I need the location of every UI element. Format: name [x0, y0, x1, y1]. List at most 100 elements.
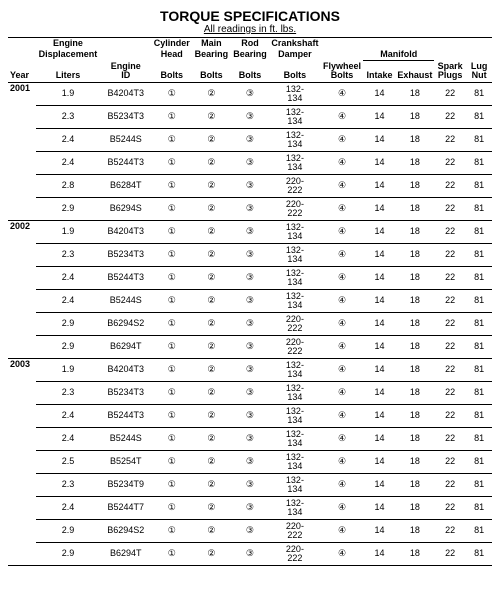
cell-sp: 22 — [434, 519, 466, 542]
cell-chb: ① — [151, 381, 192, 404]
cell-rbb: ③ — [231, 243, 270, 266]
cell-eid: B5244S — [100, 427, 151, 450]
cell-mi: 14 — [363, 496, 395, 519]
cell-lug: 81 — [466, 220, 492, 243]
cell-eid: B6284T — [100, 174, 151, 197]
cell-mi: 14 — [363, 519, 395, 542]
cell-rbb: ③ — [231, 496, 270, 519]
cell-disp: 2.8 — [36, 174, 100, 197]
cell-me: 18 — [396, 450, 435, 473]
year-cell: 2001 — [8, 82, 36, 220]
cell-lug: 81 — [466, 128, 492, 151]
cell-mi: 14 — [363, 82, 395, 105]
cell-chb: ① — [151, 174, 192, 197]
table-row: 2.9B6294S①②③220-222④14182281 — [8, 197, 492, 220]
cell-mbb: ② — [192, 289, 231, 312]
cell-disp: 2.4 — [36, 427, 100, 450]
cell-lug: 81 — [466, 243, 492, 266]
cell-mi: 14 — [363, 105, 395, 128]
cell-mbb: ② — [192, 266, 231, 289]
cell-fly: ④ — [321, 358, 364, 381]
cell-eid: B5244T3 — [100, 266, 151, 289]
col-mi: Intake — [363, 61, 395, 82]
cell-fly: ④ — [321, 243, 364, 266]
cell-cdb: 220-222 — [269, 174, 320, 197]
cell-eid: B6294S2 — [100, 519, 151, 542]
cell-lug: 81 — [466, 404, 492, 427]
cell-mi: 14 — [363, 335, 395, 358]
cell-disp: 2.3 — [36, 105, 100, 128]
cell-me: 18 — [396, 335, 435, 358]
cell-chb: ① — [151, 105, 192, 128]
cell-cdb: 132-134 — [269, 289, 320, 312]
cell-mbb: ② — [192, 496, 231, 519]
cell-me: 18 — [396, 427, 435, 450]
cell-cdb: 132-134 — [269, 473, 320, 496]
table-row: 2.5B5254T①②③132-134④14182281 — [8, 450, 492, 473]
cell-fly: ④ — [321, 519, 364, 542]
col-disp-l3: Liters — [36, 61, 100, 82]
col-sp: SparkPlugs — [434, 61, 466, 82]
cell-sp: 22 — [434, 266, 466, 289]
col-rbb-l3: Bolts — [231, 61, 270, 82]
table-body: 20011.9B4204T3①②③132-134④141822812.3B523… — [8, 82, 492, 565]
cell-mbb: ② — [192, 519, 231, 542]
cell-mbb: ② — [192, 82, 231, 105]
cell-fly: ④ — [321, 335, 364, 358]
cell-rbb: ③ — [231, 542, 270, 565]
cell-sp: 22 — [434, 174, 466, 197]
year-cell: 2003 — [8, 358, 36, 565]
col-disp-l1: Engine — [36, 38, 100, 50]
cell-rbb: ③ — [231, 450, 270, 473]
cell-me: 18 — [396, 174, 435, 197]
cell-eid: B6294T — [100, 335, 151, 358]
table-row: 2.4B5244T3①②③132-134④14182281 — [8, 266, 492, 289]
cell-mi: 14 — [363, 266, 395, 289]
cell-sp: 22 — [434, 450, 466, 473]
cell-fly: ④ — [321, 312, 364, 335]
cell-fly: ④ — [321, 496, 364, 519]
cell-mi: 14 — [363, 542, 395, 565]
cell-cdb: 132-134 — [269, 220, 320, 243]
cell-cdb: 132-134 — [269, 450, 320, 473]
cell-mbb: ② — [192, 128, 231, 151]
cell-lug: 81 — [466, 151, 492, 174]
cell-disp: 2.5 — [36, 450, 100, 473]
cell-cdb: 220-222 — [269, 519, 320, 542]
cell-cdb: 132-134 — [269, 128, 320, 151]
cell-sp: 22 — [434, 197, 466, 220]
cell-disp: 2.3 — [36, 243, 100, 266]
cell-mbb: ② — [192, 450, 231, 473]
cell-eid: B4204T3 — [100, 82, 151, 105]
cell-lug: 81 — [466, 197, 492, 220]
cell-lug: 81 — [466, 358, 492, 381]
cell-disp: 2.4 — [36, 151, 100, 174]
cell-rbb: ③ — [231, 381, 270, 404]
cell-eid: B5254T — [100, 450, 151, 473]
cell-rbb: ③ — [231, 358, 270, 381]
cell-rbb: ③ — [231, 312, 270, 335]
cell-mi: 14 — [363, 197, 395, 220]
cell-lug: 81 — [466, 82, 492, 105]
cell-rbb: ③ — [231, 82, 270, 105]
cell-sp: 22 — [434, 151, 466, 174]
cell-cdb: 132-134 — [269, 381, 320, 404]
cell-fly: ④ — [321, 82, 364, 105]
cell-sp: 22 — [434, 358, 466, 381]
cell-fly: ④ — [321, 450, 364, 473]
table-row: 2.9B6294S2①②③220-222④14182281 — [8, 519, 492, 542]
cell-mbb: ② — [192, 197, 231, 220]
table-row: 20021.9B4204T3①②③132-134④14182281 — [8, 220, 492, 243]
cell-mbb: ② — [192, 404, 231, 427]
cell-rbb: ③ — [231, 174, 270, 197]
cell-disp: 2.3 — [36, 473, 100, 496]
cell-mi: 14 — [363, 473, 395, 496]
cell-cdb: 220-222 — [269, 335, 320, 358]
cell-rbb: ③ — [231, 289, 270, 312]
cell-lug: 81 — [466, 335, 492, 358]
cell-eid: B4204T3 — [100, 358, 151, 381]
cell-mbb: ② — [192, 312, 231, 335]
cell-eid: B6294S2 — [100, 312, 151, 335]
cell-lug: 81 — [466, 473, 492, 496]
cell-mi: 14 — [363, 220, 395, 243]
